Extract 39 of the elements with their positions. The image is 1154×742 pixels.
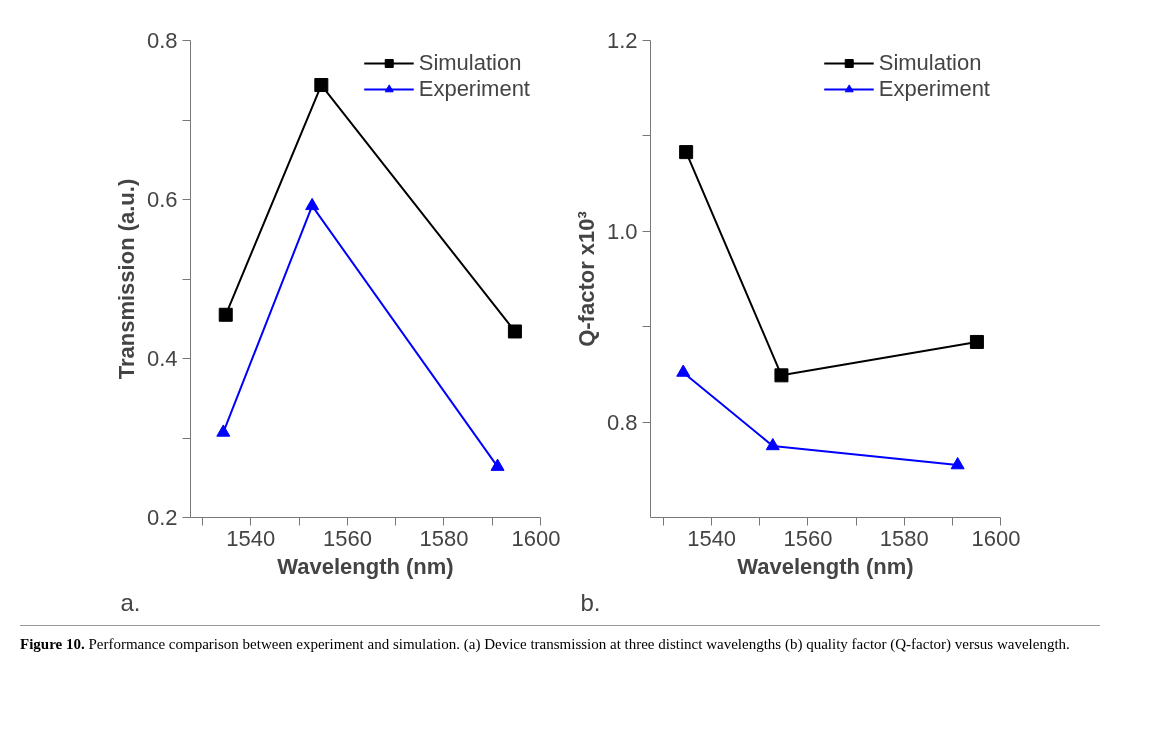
caption: Figure 10. [20,636,85,652]
x-axis-title: Wavelength (nm) [737,553,914,579]
y-axis-title: Transmission (a.u.) [113,178,139,380]
y-tick-label: 1.0 [606,218,638,244]
x-axis-title: Wavelength (nm) [277,553,454,579]
point [765,437,780,451]
y-tick-label: 0.8 [606,409,638,435]
legend-label: Simulation [878,50,982,76]
y-tick-label: 0.8 [146,28,178,53]
x-tick-label: 1560 [322,525,372,551]
x-tick-label: 1600 [971,525,1021,551]
x-tick-label: 1540 [687,525,737,551]
point [969,334,984,349]
legend-label: Simulation [418,50,522,76]
x-tick-label: 1600 [511,525,561,551]
y-axis-title: Q-factor x10³ [573,211,599,347]
point [305,197,320,211]
text: Performance comparison between experiment and simulation. (a) Device transmission at three distinct wavelengths (b) quality factor (Q-factor) versus wavelength. [88,636,1070,652]
x-tick-label: 1580 [879,525,929,551]
legend-label: Experiment [878,76,990,102]
text: b. [580,588,601,616]
y-tick-label: 0.2 [146,505,178,530]
x-tick-label: 1580 [419,525,469,551]
point [507,324,522,339]
point [679,145,694,160]
point [216,424,231,437]
point [490,458,505,471]
point [676,364,691,377]
point [218,307,233,322]
x-tick-label: 1540 [226,525,276,551]
point [314,78,329,93]
point [950,457,965,470]
legend-label: Experiment [418,76,530,102]
y-tick-label: 1.2 [606,28,638,53]
text: a. [120,588,141,616]
point [774,368,789,383]
x-tick-label: 1560 [783,525,833,551]
y-tick-label: 0.6 [146,187,178,212]
y-tick-label: 0.4 [146,346,178,371]
